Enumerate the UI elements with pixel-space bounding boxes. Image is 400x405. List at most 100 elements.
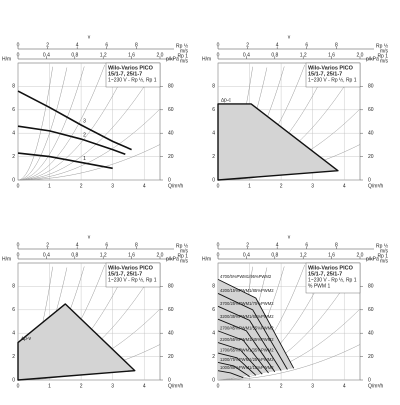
top-tick-label: 2 — [246, 42, 249, 48]
y-tick-label: 8 — [212, 84, 215, 90]
top-tick-label: 1,6 — [328, 52, 335, 58]
top-tick-label: 4 — [276, 242, 279, 248]
top-tick-label: 2 — [46, 42, 49, 48]
top-axis-unit: m/s — [180, 258, 189, 264]
top-tick-label: 1,6 — [128, 52, 135, 58]
info-subtitle: 15/1-7, 25/1-7 — [308, 271, 342, 277]
top-axis-pipe: Rp 1 — [377, 253, 388, 259]
top-tick-label: 8 — [135, 242, 138, 248]
system-curve — [17, 66, 85, 181]
pump-curve — [217, 293, 288, 370]
y-axis-label: H/m — [202, 56, 211, 62]
y-tick-label: 6 — [212, 107, 215, 113]
velocity-label: v — [88, 234, 91, 240]
top-tick-label: 1,2 — [300, 52, 307, 58]
y-tick-label: 0 — [12, 377, 15, 383]
top-tick-label: 4 — [76, 242, 79, 248]
velocity-label: v — [288, 234, 291, 240]
top-tick-label: 2,0 — [157, 252, 164, 258]
x-tick-label: 4 — [343, 383, 346, 389]
y-tick-label: 2 — [12, 354, 15, 360]
series-label: 4700/5%PWM1/95%PWM2 — [220, 274, 272, 279]
system-curve — [17, 65, 129, 181]
top-tick-label: 4 — [276, 42, 279, 48]
top-tick-label: 2,0 — [357, 52, 364, 58]
y2-tick-label: 0 — [368, 177, 371, 183]
pump-curve — [217, 278, 295, 369]
y-tick-label: 8 — [212, 284, 215, 290]
top-tick-label: 0 — [17, 252, 20, 258]
top-tick-label: 2 — [246, 242, 249, 248]
info-box — [105, 62, 161, 88]
x-tick-label: 1 — [48, 383, 51, 389]
y2-tick-label: 60 — [168, 307, 174, 313]
x-tick-label: 0 — [17, 183, 20, 189]
y2-tick-label: 20 — [368, 154, 374, 160]
pump-curve — [217, 352, 257, 376]
top-axis-unit: m/s — [380, 58, 389, 64]
x-axis-label: Q/m³/h — [168, 183, 183, 189]
x-tick-label: 1 — [48, 183, 51, 189]
top-tick-label: 8 — [335, 42, 338, 48]
system-curve — [18, 144, 161, 181]
top-axis-unit: m/s — [380, 248, 389, 254]
top-tick-label: 1,2 — [100, 52, 107, 58]
x-tick-label: 1 — [248, 383, 251, 389]
y2-axis-label: p/kPa — [366, 56, 379, 62]
series-label: ∆p-v — [21, 336, 32, 342]
x-tick-label: 4 — [343, 183, 346, 189]
info-box — [305, 62, 361, 88]
top-tick-label: 8 — [335, 242, 338, 248]
velocity-label: v — [88, 34, 91, 40]
top-axis-unit: m/s — [380, 258, 389, 264]
y-tick-label: 4 — [12, 331, 15, 337]
y-tick-label: 4 — [212, 131, 215, 137]
x-tick-label: 0 — [217, 183, 220, 189]
y2-tick-label: 20 — [168, 354, 174, 360]
top-axis-pipe: Rp ½ — [376, 42, 389, 49]
y-tick-label: 0 — [212, 177, 215, 183]
top-tick-label: 1,2 — [100, 252, 107, 258]
panel: v0 2 4 6 8m/sRp ½0 0,4 0,8 1,2 1,6 2,0m/sRp 10246… — [202, 234, 389, 389]
top-tick-label: 6 — [305, 242, 308, 248]
y2-tick-label: 80 — [368, 84, 374, 90]
y2-tick-label: 80 — [368, 284, 374, 290]
system-curve — [17, 64, 159, 181]
y-axis-label: H/m — [2, 256, 11, 262]
y2-tick-label: 40 — [368, 131, 374, 137]
x-tick-label: 2 — [80, 383, 83, 389]
y2-tick-label: 80 — [168, 284, 174, 290]
info-title: Wilo-Varios PICO — [108, 265, 154, 271]
series-label: 1 — [83, 156, 86, 162]
y-tick-label: 2 — [12, 154, 15, 160]
top-tick-label: 1,6 — [128, 252, 135, 258]
top-tick-label: 2 — [46, 242, 49, 248]
y-axis-label: H/m — [2, 56, 11, 62]
info-note: 1~230 V - Rp ½, Rp 1 — [308, 76, 357, 83]
info-title: Wilo-Varios PICO — [108, 65, 154, 71]
top-tick-label: 0,4 — [243, 252, 250, 258]
x-tick-label: 3 — [311, 183, 314, 189]
top-tick-label: 0,8 — [71, 52, 78, 58]
series-label: 3200/35%PWM1/65%PWM2 — [220, 314, 274, 319]
pump-curve — [17, 152, 113, 170]
info-box — [305, 262, 361, 294]
x-tick-label: 4 — [143, 383, 146, 389]
y2-tick-label: 40 — [368, 331, 374, 337]
top-axis-pipe: Rp ½ — [176, 42, 189, 49]
top-tick-label: 0 — [17, 242, 20, 248]
y2-tick-label: 0 — [368, 377, 371, 383]
top-tick-label: 6 — [105, 42, 108, 48]
y2-tick-label: 60 — [368, 307, 374, 313]
operating-area — [217, 103, 339, 181]
top-axis-pipe: Rp 1 — [177, 253, 188, 259]
top-tick-label: 0,4 — [43, 52, 50, 58]
x-tick-label: 2 — [80, 183, 83, 189]
series-label: 4200/15%PWM1/85%PWM2 — [220, 288, 274, 293]
info-subtitle: 15/1-7, 25/1-7 — [108, 271, 142, 277]
info-subtitle: 15/1-7, 25/1-7 — [308, 71, 342, 77]
top-axis-pipe: Rp 1 — [377, 53, 388, 59]
info-title: Wilo-Varios PICO — [308, 65, 354, 71]
top-tick-label: 0 — [217, 52, 220, 58]
